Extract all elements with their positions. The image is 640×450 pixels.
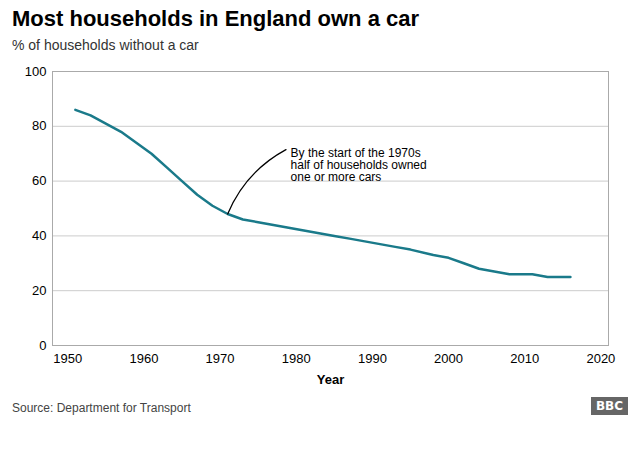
svg-text:60: 60: [32, 173, 46, 188]
svg-text:0: 0: [39, 337, 46, 352]
svg-text:40: 40: [32, 228, 46, 243]
svg-text:By the start of the 1970shalf: By the start of the 1970shalf of househo…: [291, 145, 427, 183]
svg-text:1950: 1950: [53, 350, 82, 365]
svg-text:2010: 2010: [510, 350, 539, 365]
svg-text:20: 20: [32, 282, 46, 297]
svg-text:80: 80: [32, 118, 46, 133]
svg-text:1990: 1990: [358, 350, 387, 365]
svg-text:2020: 2020: [586, 350, 615, 365]
svg-text:1960: 1960: [129, 350, 158, 365]
svg-text:2000: 2000: [434, 350, 463, 365]
html-text:Source: Department for Transpo: Source: Department for Transport: [12, 400, 191, 415]
html-text:% of households without a car: % of households without a car: [12, 37, 199, 54]
svg-text:100: 100: [25, 63, 47, 78]
html-text:BBC: BBC: [595, 398, 623, 413]
svg-text:1970: 1970: [206, 350, 235, 365]
html-text:Most households in England own: Most households in England own a car: [12, 6, 419, 31]
svg-text:1980: 1980: [282, 350, 311, 365]
svg-text:Year: Year: [317, 371, 344, 386]
